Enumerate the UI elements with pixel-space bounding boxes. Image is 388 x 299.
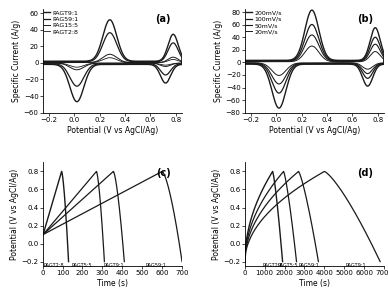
Y-axis label: Specific Current (A/g): Specific Current (A/g) xyxy=(12,20,21,102)
X-axis label: Time (s): Time (s) xyxy=(97,279,128,288)
Text: (c): (c) xyxy=(156,168,171,178)
X-axis label: Potential (V vs AgCl/Ag): Potential (V vs AgCl/Ag) xyxy=(67,126,158,135)
Text: (d): (d) xyxy=(357,168,373,178)
Text: PAGT2:8: PAGT2:8 xyxy=(43,263,64,269)
Y-axis label: Potential (V vs AgCl/Ag): Potential (V vs AgCl/Ag) xyxy=(212,169,221,260)
Text: (a): (a) xyxy=(156,14,171,24)
Y-axis label: Potential (V vs AgCl/Ag): Potential (V vs AgCl/Ag) xyxy=(10,169,19,260)
X-axis label: Time (s): Time (s) xyxy=(299,279,330,288)
Text: (b): (b) xyxy=(357,14,373,24)
Text: PAGT2:8: PAGT2:8 xyxy=(262,263,283,269)
Text: PAG59:1: PAG59:1 xyxy=(146,263,166,269)
Text: PAGT9:1: PAGT9:1 xyxy=(103,263,124,269)
Text: PAG59:1: PAG59:1 xyxy=(298,263,319,269)
Text: PAGT5:5: PAGT5:5 xyxy=(277,263,298,269)
Text: PAGT5:5: PAGT5:5 xyxy=(71,263,92,269)
Text: PAGT9:1: PAGT9:1 xyxy=(346,263,367,269)
Legend: PAGT9:1, PAG59:1, PAG15:5, PAGT2:8: PAGT9:1, PAG59:1, PAG15:5, PAGT2:8 xyxy=(44,10,78,34)
X-axis label: Potential (V vs AgCl/Ag): Potential (V vs AgCl/Ag) xyxy=(269,126,360,135)
Legend: 200mV/s, 100mV/s, 50mV/s, 20mV/s: 200mV/s, 100mV/s, 50mV/s, 20mV/s xyxy=(246,10,282,34)
Y-axis label: Specific Current (A/g): Specific Current (A/g) xyxy=(214,20,223,102)
